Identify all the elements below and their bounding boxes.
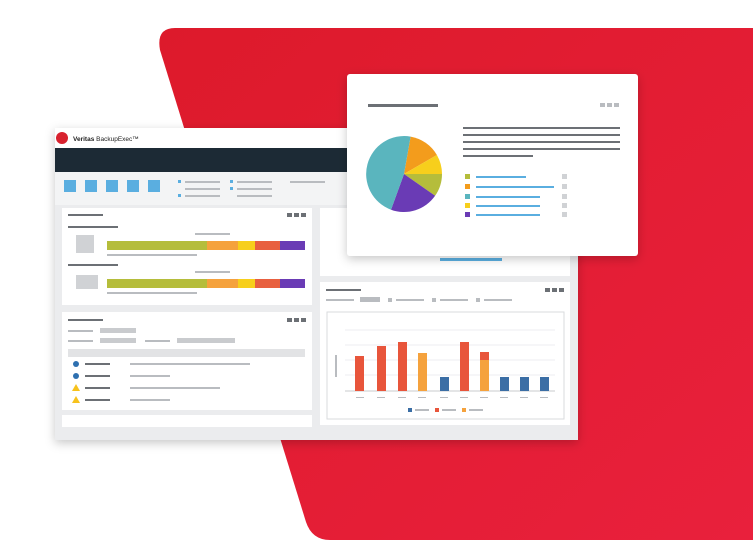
progress-bar [107, 279, 305, 288]
progress-bar [107, 241, 305, 250]
panel [62, 312, 312, 410]
brand: Veritas [73, 136, 95, 143]
logo [56, 132, 68, 144]
pie [366, 136, 442, 212]
toolbar-icons [64, 180, 160, 192]
chart-panel [320, 282, 570, 425]
product: BackupExec™ [96, 136, 139, 143]
panel [62, 208, 312, 305]
popup-card [347, 74, 638, 256]
app-title: Veritas BackupExec™ [73, 136, 139, 143]
bars [355, 342, 549, 391]
